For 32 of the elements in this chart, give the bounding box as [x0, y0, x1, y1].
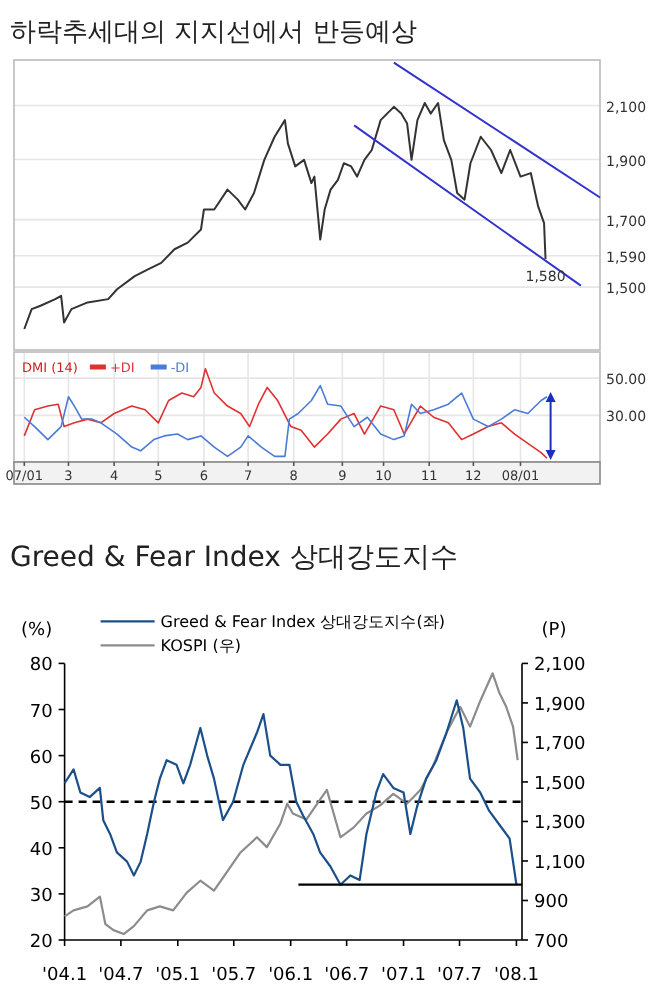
line-series	[63, 699, 518, 886]
y-tick-label: 50	[29, 794, 54, 815]
x-tick-label: '07.1	[381, 966, 427, 986]
x-tick-label: '07.7	[437, 966, 483, 986]
legend-label: KOSPI (우)	[160, 637, 241, 656]
y-tick-label: 30	[29, 886, 54, 907]
legend-label: Greed & Fear Index 상대강도지수(좌)	[160, 613, 445, 632]
y-tick-label: 60	[29, 748, 54, 769]
y2-tick-label: 1,500	[534, 774, 587, 795]
y-tick-label: 20	[29, 933, 54, 953]
x-tick-label: '05.7	[211, 966, 257, 986]
y2-tick-label: 1,700	[534, 735, 587, 756]
y2-tick-label: 1,300	[534, 814, 587, 835]
y2-tick-label: 900	[534, 893, 569, 914]
chart-title: Greed & Fear Index 상대강도지수	[10, 542, 458, 574]
x-tick-label: '08.1	[493, 966, 539, 986]
y-axis-title: (%)	[21, 621, 53, 642]
x-tick-label: '06.7	[324, 966, 370, 986]
x-tick-label: '04.1	[42, 966, 88, 986]
x-tick-label: '06.1	[268, 966, 314, 986]
y-tick-label: 70	[29, 702, 54, 723]
chart-title: 하락추세대의 지지선에서 반등예상	[10, 18, 417, 48]
y2-tick-label: 1,100	[534, 853, 587, 874]
x-tick-label: '05.1	[155, 966, 201, 986]
y2-tick-label: 700	[534, 933, 569, 953]
x-tick-label: '04.7	[98, 966, 144, 986]
y2-tick-label: 1,900	[534, 695, 587, 716]
y2-axis-title: (P)	[541, 621, 567, 642]
y-tick-label: 40	[29, 840, 54, 861]
y2-tick-label: 2,100	[534, 656, 587, 677]
y-tick-label: 80	[29, 656, 54, 677]
line-series	[63, 672, 519, 936]
